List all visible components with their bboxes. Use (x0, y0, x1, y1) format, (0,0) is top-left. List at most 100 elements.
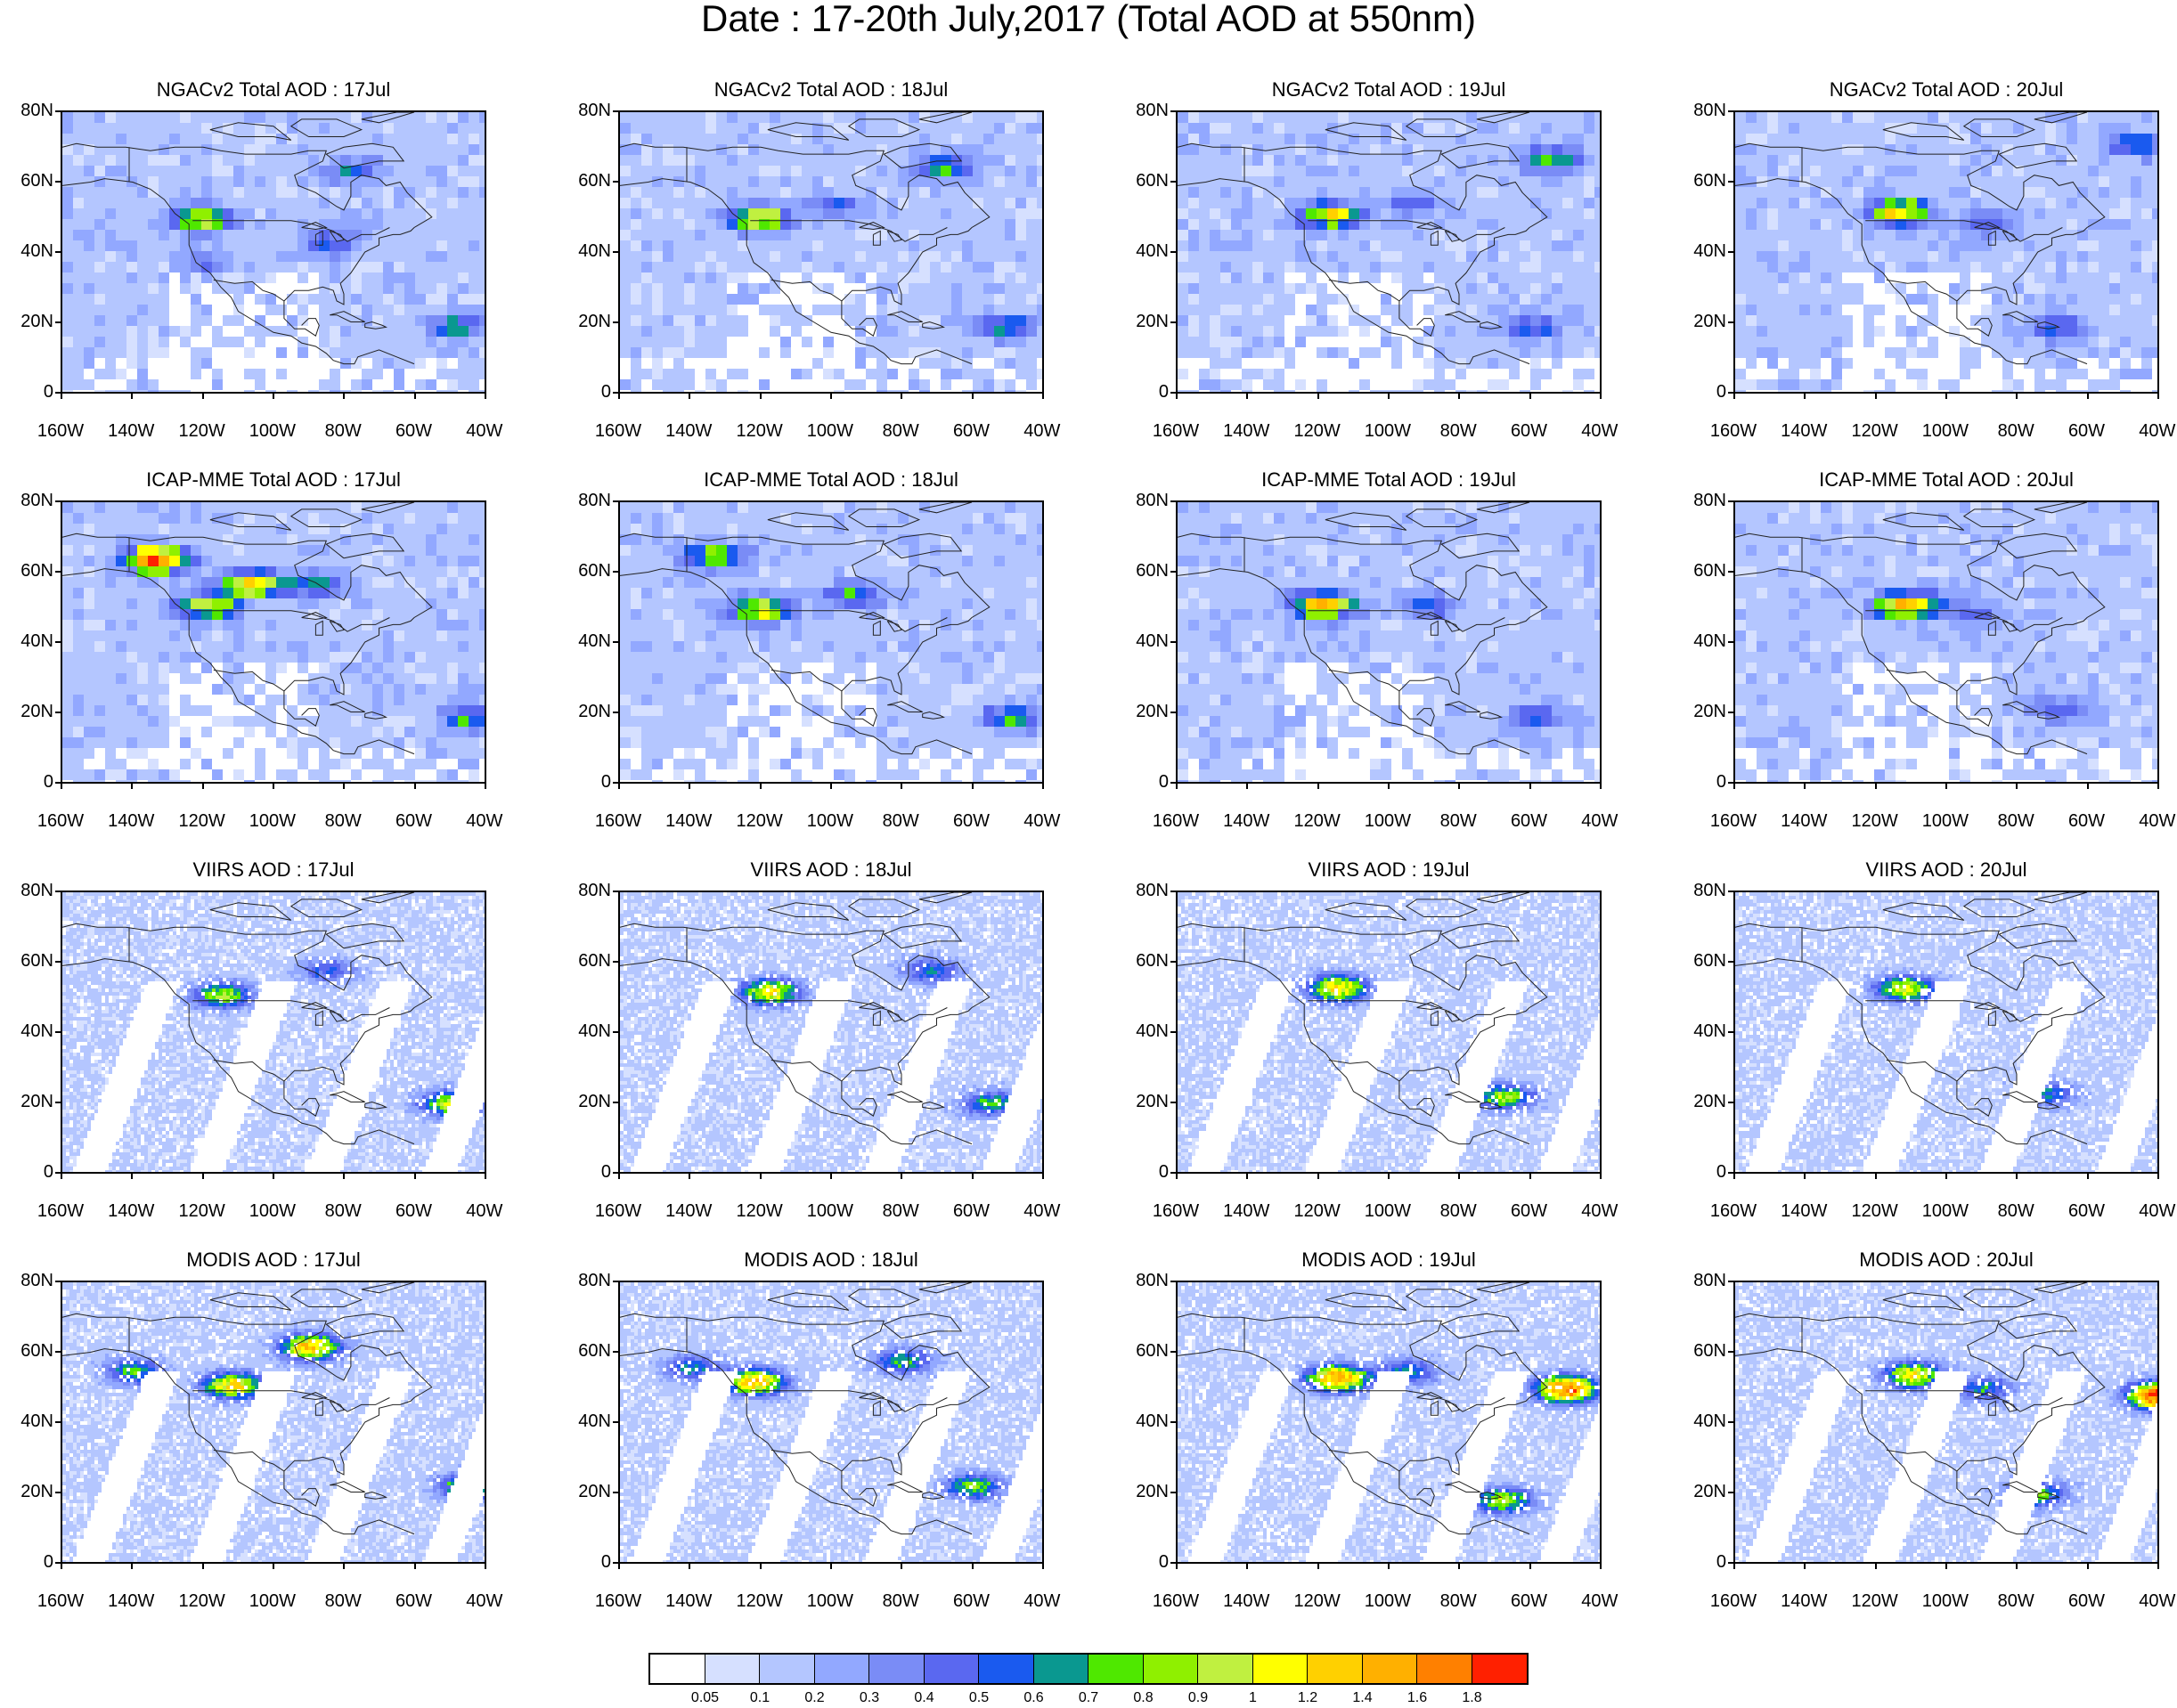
y-tick-label: 40N (1117, 1412, 1169, 1430)
x-tick (1875, 1174, 1877, 1179)
y-tick (1170, 251, 1176, 253)
aod-map (1176, 1281, 1602, 1564)
y-tick-label: 40N (559, 1412, 611, 1430)
x-tick (2016, 1174, 2018, 1179)
x-tick-label: 60W (383, 1592, 445, 1610)
x-tick-label: 100W (1357, 1592, 1419, 1610)
x-tick-label: 160W (1145, 812, 1207, 830)
y-tick-label: 40N (1675, 242, 1726, 260)
y-tick (1728, 500, 1733, 502)
y-tick-label: 60N (559, 952, 611, 970)
x-tick-label: 160W (29, 422, 92, 440)
map-panel: VIIRS AOD : 18Jul 80N 60N 40N 20N 0 160W 140W 12… (558, 858, 1110, 1250)
y-tick-label: 80N (1117, 102, 1169, 119)
x-tick (972, 1564, 974, 1569)
aod-map (618, 1281, 1044, 1564)
y-tick-label: 20N (2, 313, 53, 330)
colorbar-swatch (1253, 1655, 1309, 1683)
x-tick-label: 100W (241, 422, 304, 440)
y-tick (55, 321, 61, 323)
x-tick-label: 80W (869, 422, 932, 440)
x-tick-label: 120W (1844, 1202, 1906, 1220)
y-tick (1728, 961, 1733, 963)
y-tick (1728, 1351, 1733, 1353)
panel-title: MODIS AOD : 18Jul (618, 1248, 1044, 1272)
x-tick (1600, 1564, 1602, 1569)
x-tick-label: 100W (799, 812, 861, 830)
x-tick (901, 784, 902, 789)
y-tick (613, 110, 618, 112)
y-tick (613, 571, 618, 573)
y-tick-label: 20N (2, 1483, 53, 1501)
x-tick (1600, 1174, 1602, 1179)
y-tick-label: 0 (2, 383, 53, 401)
y-tick-label: 80N (2, 1272, 53, 1289)
x-tick (2016, 784, 2018, 789)
y-tick (613, 712, 618, 713)
y-tick-label: 80N (1117, 1272, 1169, 1289)
y-tick (1170, 1351, 1176, 1353)
panel-title: ICAP-MME Total AOD : 19Jul (1176, 468, 1602, 492)
colorbar-swatch (650, 1655, 705, 1683)
x-tick (1945, 1174, 1947, 1179)
x-tick (1804, 1174, 1806, 1179)
x-tick-label: 60W (2056, 812, 2118, 830)
x-tick (1600, 784, 1602, 789)
x-tick (760, 1564, 762, 1569)
colorbar-swatch (1198, 1655, 1253, 1683)
aod-map (618, 110, 1044, 394)
x-tick-label: 80W (312, 1202, 374, 1220)
aod-map (1176, 110, 1602, 394)
aod-map (618, 500, 1044, 784)
x-tick (2087, 1564, 2089, 1569)
y-tick-label: 60N (1117, 562, 1169, 580)
y-tick-label: 0 (559, 383, 611, 401)
x-tick-label: 40W (453, 812, 516, 830)
map-panel: ICAP-MME Total AOD : 20Jul 80N 60N 40N 20N 0 1… (1673, 468, 2177, 860)
aod-map (61, 500, 486, 784)
x-tick (61, 1564, 62, 1569)
x-tick (1042, 784, 1044, 789)
x-tick (1458, 1174, 1460, 1179)
y-tick-label: 80N (2, 882, 53, 899)
colorbar-label: 1.4 (1336, 1690, 1390, 1706)
x-tick (1458, 394, 1460, 399)
x-tick (2087, 394, 2089, 399)
x-tick (1733, 1564, 1735, 1569)
y-tick-label: 20N (1675, 1093, 1726, 1110)
y-tick-label: 40N (1117, 1022, 1169, 1040)
y-tick-label: 80N (559, 882, 611, 899)
x-tick-label: 60W (941, 422, 1003, 440)
x-tick (2016, 394, 2018, 399)
x-tick (1042, 394, 1044, 399)
x-tick (1176, 784, 1178, 789)
x-tick (1388, 394, 1390, 399)
x-tick (1388, 1174, 1390, 1179)
x-tick-label: 80W (869, 812, 932, 830)
x-tick (273, 1174, 274, 1179)
x-tick-label: 140W (1215, 1592, 1277, 1610)
x-tick-label: 120W (1286, 422, 1349, 440)
x-tick (414, 784, 416, 789)
map-panel: MODIS AOD : 20Jul 80N 60N 40N 20N 0 160W 140W 12… (1673, 1248, 2177, 1640)
panel-title: VIIRS AOD : 20Jul (1733, 858, 2159, 882)
y-tick-label: 20N (559, 313, 611, 330)
aod-map (1176, 500, 1602, 784)
map-panel: MODIS AOD : 19Jul 80N 60N 40N 20N 0 160W 140W 12… (1115, 1248, 1667, 1640)
y-tick-label: 80N (1675, 882, 1726, 899)
map-panel: VIIRS AOD : 19Jul 80N 60N 40N 20N 0 160W 140W 12… (1115, 858, 1667, 1250)
x-tick (2157, 394, 2159, 399)
panel-title: NGACv2 Total AOD : 19Jul (1176, 78, 1602, 102)
x-tick (131, 1174, 133, 1179)
y-tick (613, 251, 618, 253)
x-tick-label: 120W (729, 422, 791, 440)
y-tick (1170, 181, 1176, 183)
x-tick (1875, 1564, 1877, 1569)
x-tick-label: 100W (1357, 1202, 1419, 1220)
x-tick (414, 394, 416, 399)
x-tick-label: 120W (171, 812, 233, 830)
y-tick (1728, 891, 1733, 892)
y-tick (55, 110, 61, 112)
x-tick-label: 40W (1011, 422, 1073, 440)
x-tick-label: 40W (2126, 1202, 2177, 1220)
